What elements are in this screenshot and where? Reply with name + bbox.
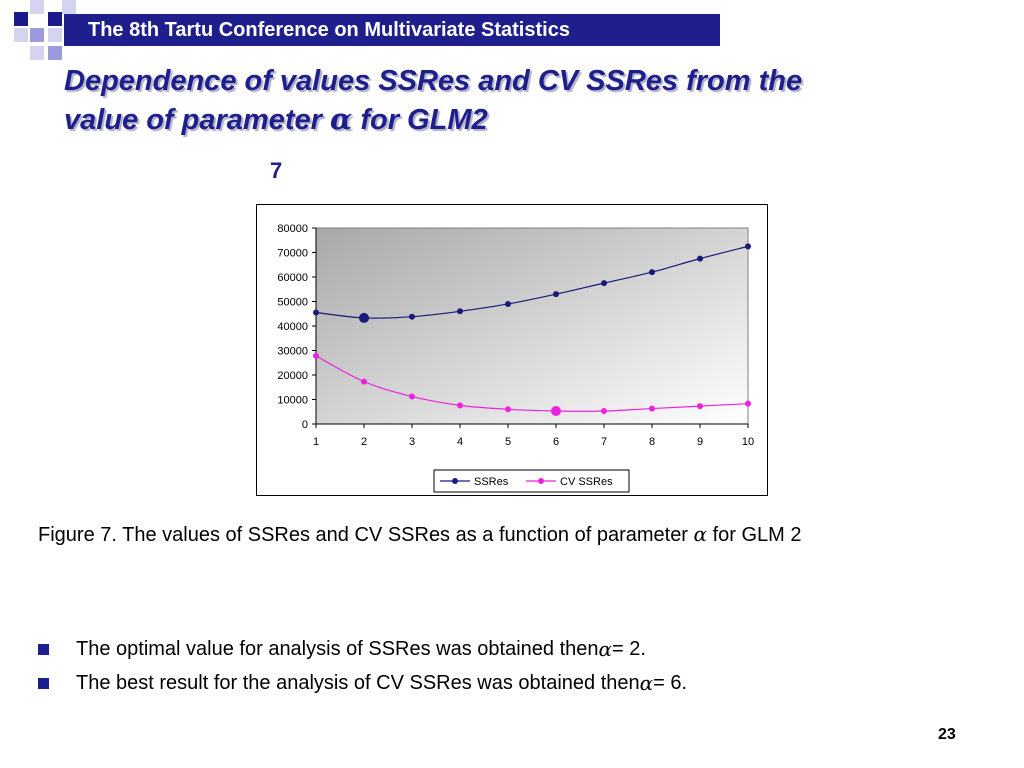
- y-tick-label: 70000: [277, 248, 308, 260]
- data-point: [745, 243, 751, 250]
- y-tick-label: 50000: [277, 297, 308, 309]
- series-line-cv-ssres: [315, 355, 749, 412]
- slide-title-line1: Dependence of values SSRes and CV SSRes …: [64, 65, 803, 97]
- x-tick-label: 4: [457, 436, 463, 448]
- data-point: [409, 313, 415, 320]
- x-tick-label: 2: [361, 436, 367, 448]
- data-point: [359, 312, 369, 323]
- chart-svg: 0 10000 20000 30000 40000 50000 60000 70000 8000…: [277, 223, 754, 493]
- alpha-symbol: α: [639, 671, 654, 695]
- x-tick-label: 6: [553, 436, 559, 448]
- conference-title: The 8th Tartu Conference on Multivariate…: [88, 19, 570, 41]
- slide-title-line2: value of parameter α for GLM2: [64, 100, 964, 139]
- slide-title: Dependence of values SSRes and CV SSRes …: [64, 62, 964, 139]
- data-point: [745, 400, 751, 407]
- y-tick-label: 80000: [277, 223, 308, 235]
- chart: 0 10000 20000 30000 40000 50000 60000 70000 8000…: [256, 204, 768, 496]
- x-tick-label: 5: [505, 436, 511, 448]
- data-point: [553, 291, 559, 298]
- bullet-prefix: The best result for the analysis of CV S…: [76, 672, 640, 694]
- data-point: [697, 255, 703, 262]
- data-point: [649, 269, 655, 276]
- page-number: 23: [938, 726, 956, 743]
- data-point: [551, 406, 561, 417]
- data-point: [313, 309, 319, 316]
- alpha-symbol: α: [598, 637, 613, 661]
- legend-marker: [538, 478, 544, 484]
- x-tick-label: 3: [409, 436, 415, 448]
- figure-caption: Figure 7. The values of SSRes and CV SSR…: [38, 522, 802, 547]
- data-point: [601, 280, 607, 287]
- decor-square: [48, 46, 62, 60]
- decor-square: [30, 0, 44, 14]
- plot-area: [315, 227, 749, 425]
- bullet-list: The optimal value for analysis of SSRes …: [38, 632, 687, 700]
- y-tick-label: 60000: [277, 272, 308, 284]
- bullet-item: The best result for the analysis of CV S…: [38, 666, 687, 700]
- series-line-ssres: [315, 245, 749, 319]
- decor-square: [48, 12, 62, 26]
- x-tick-label: 8: [649, 436, 655, 448]
- alpha-symbol: α: [693, 522, 708, 546]
- data-point: [457, 402, 463, 409]
- decor-square: [14, 28, 28, 42]
- bullet-suffix: = 6.: [653, 672, 688, 694]
- legend-label: CV SSRes: [560, 476, 613, 488]
- x-tick-label: 10: [742, 436, 754, 448]
- caption-prefix: Figure 7. The values of SSRes and CV SSR…: [38, 524, 694, 546]
- decor-square: [30, 28, 44, 42]
- decor-square: [30, 46, 44, 60]
- alpha-symbol: α: [329, 102, 353, 136]
- y-tick-label: 10000: [277, 395, 308, 407]
- legend-label: SSRes: [474, 476, 509, 488]
- bullet-suffix: = 2.: [612, 638, 646, 660]
- data-point: [697, 403, 703, 410]
- data-point: [505, 406, 511, 413]
- data-point: [457, 308, 463, 315]
- caption-suffix: for GLM 2: [707, 524, 802, 546]
- x-tick-label: 1: [313, 436, 319, 448]
- y-tick-label: 40000: [277, 321, 308, 333]
- x-tick-label: 9: [697, 436, 703, 448]
- bullet-item: The optimal value for analysis of SSRes …: [38, 632, 687, 666]
- legend-marker: [452, 478, 458, 484]
- y-tick-label: 30000: [277, 346, 308, 358]
- decor-square: [62, 0, 76, 14]
- bullet-prefix: The optimal value for analysis of SSRes …: [76, 638, 599, 660]
- data-point: [649, 405, 655, 412]
- title-suffix: for GLM2: [352, 104, 488, 136]
- data-point: [313, 352, 319, 359]
- data-point: [505, 300, 511, 307]
- header-band: [64, 14, 720, 46]
- y-tick-label: 20000: [277, 370, 308, 382]
- decor-square: [14, 12, 28, 26]
- figure-number: 7: [270, 158, 283, 183]
- data-point: [409, 393, 415, 400]
- bullet-square-icon: [38, 677, 49, 689]
- x-tick-label: 7: [601, 436, 607, 448]
- data-point: [601, 408, 607, 415]
- data-point: [361, 378, 367, 385]
- bullet-square-icon: [38, 643, 49, 655]
- y-tick-label: 0: [302, 419, 308, 431]
- decor-square: [48, 28, 62, 42]
- title-prefix: value of parameter: [64, 104, 330, 136]
